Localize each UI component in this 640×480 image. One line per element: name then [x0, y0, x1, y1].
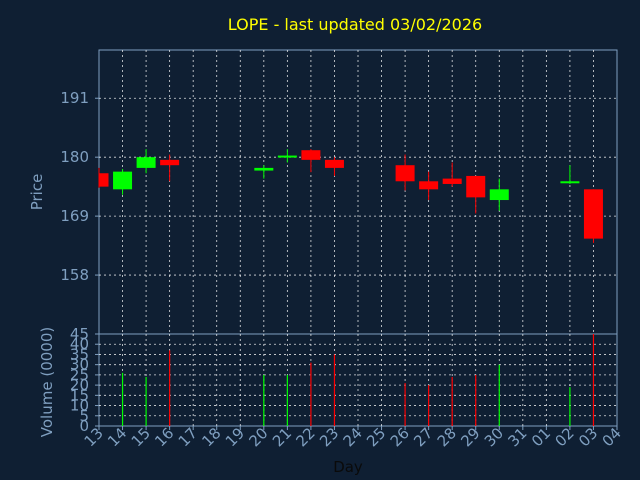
- candle-body: [560, 181, 580, 184]
- candle-body: [160, 159, 180, 166]
- candle-body: [99, 173, 109, 187]
- x-tick-label: 03: [575, 424, 601, 450]
- candle-body: [395, 165, 415, 182]
- candle-body: [442, 178, 462, 184]
- volume-tick-label: 10: [70, 397, 89, 415]
- x-tick-label: 04: [599, 424, 625, 450]
- volume-tick-label: 15: [70, 386, 89, 404]
- x-tick-label: 01: [528, 424, 554, 450]
- candle-body: [419, 181, 439, 190]
- candle-body: [324, 159, 344, 168]
- volume-tick-label: 20: [70, 376, 89, 394]
- volume-tick-label: 0: [79, 417, 89, 435]
- price-tick-label: 158: [60, 266, 89, 284]
- x-tick-label: 18: [198, 424, 224, 450]
- x-tick-label: 24: [340, 424, 366, 450]
- volume-tick-label: 25: [70, 366, 89, 384]
- volume-tick-label: 40: [70, 335, 89, 353]
- x-tick-label: 15: [128, 424, 154, 450]
- x-tick-label: 26: [387, 424, 413, 450]
- volume-axis-title: Volume (0000): [38, 327, 56, 437]
- candle-body: [136, 157, 156, 168]
- x-tick-label: 16: [151, 424, 177, 450]
- x-tick-label: 14: [104, 424, 130, 450]
- volume-tick-label: 45: [70, 325, 89, 343]
- x-tick-label: 25: [363, 424, 389, 450]
- candle-body: [254, 167, 274, 171]
- candle-body: [113, 171, 133, 190]
- volume-tick-label: 30: [70, 356, 89, 374]
- x-tick-label: 29: [457, 424, 483, 450]
- x-tick-label: 30: [481, 424, 507, 450]
- candle-body: [277, 155, 297, 158]
- volume-panel: 0510152025303540451314151617181920212223…: [70, 325, 625, 450]
- x-tick-label: 27: [410, 424, 436, 450]
- candle-body: [466, 175, 486, 198]
- x-tick-label: 02: [552, 424, 578, 450]
- price-tick-label: 180: [60, 148, 89, 166]
- volume-tick-label: 35: [70, 345, 89, 363]
- x-tick-label: 28: [434, 424, 460, 450]
- candle-body: [301, 150, 321, 160]
- x-tick-label: 23: [316, 424, 342, 450]
- candle-body: [583, 189, 603, 239]
- x-tick-label: 20: [245, 424, 271, 450]
- volume-tick-label: 5: [79, 407, 89, 425]
- x-tick-label: 22: [293, 424, 319, 450]
- price-tick-label: 169: [60, 207, 89, 225]
- x-axis-title: Day: [333, 458, 363, 476]
- x-tick-label: 21: [269, 424, 295, 450]
- chart-title: LOPE - last updated 03/02/2026: [228, 15, 482, 34]
- x-tick-label: 31: [504, 424, 530, 450]
- x-tick-label: 17: [175, 424, 201, 450]
- x-tick-label: 19: [222, 424, 248, 450]
- price-panel: 158 169 180 191: [60, 49, 618, 335]
- price-axis-title: Price: [28, 174, 46, 211]
- candle-body: [489, 189, 509, 201]
- price-tick-label: 191: [60, 89, 89, 107]
